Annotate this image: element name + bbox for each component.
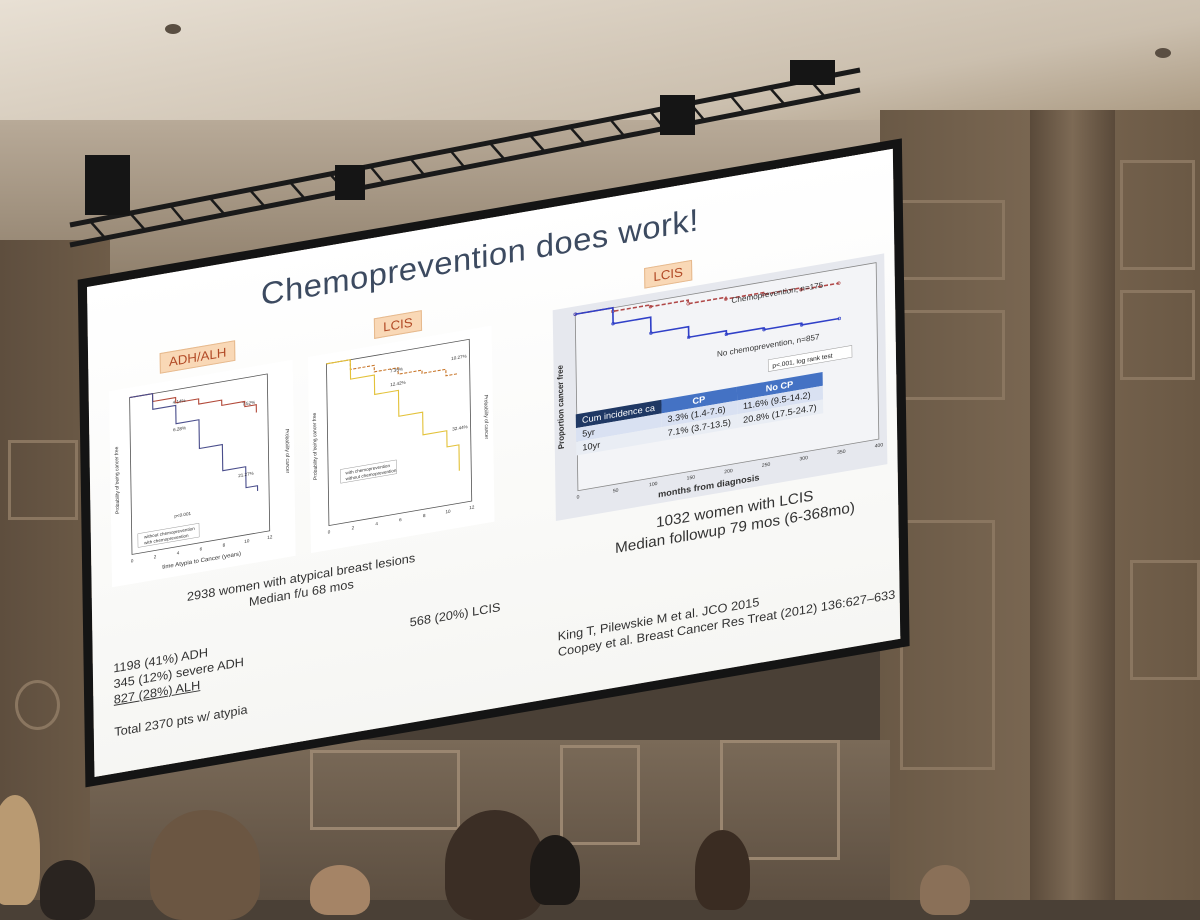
chart0-ylabel: Probability of being cancer free bbox=[114, 446, 121, 514]
ceiling-light bbox=[1155, 48, 1171, 58]
wall-panel bbox=[1120, 160, 1195, 270]
wall-panel bbox=[1120, 290, 1195, 380]
chart1-legend-box bbox=[340, 459, 397, 484]
wall-panel bbox=[900, 520, 995, 770]
wall-medallion bbox=[15, 680, 60, 730]
lighting-truss bbox=[69, 60, 861, 248]
audience-head bbox=[310, 865, 370, 915]
chart2-marks: 0 50 100 150 200 250 300 350 400 bbox=[573, 281, 884, 501]
chart0-xlabel: time Atypia to Cancer (years) bbox=[162, 551, 241, 570]
data-point bbox=[573, 312, 577, 316]
data-point bbox=[648, 304, 653, 309]
lcis-km-chart: 0 50 100 150 200 250 300 350 400 Proportion canc… bbox=[552, 253, 888, 521]
chart0-label-4: 21.27% bbox=[238, 471, 254, 479]
chart1-label-2: 12.42% bbox=[390, 380, 406, 388]
x-tick-label: 2 bbox=[352, 525, 355, 530]
data-point bbox=[686, 335, 691, 339]
chart1-marks: 0 2 4 6 8 10 12 bbox=[326, 359, 475, 535]
data-point bbox=[724, 332, 729, 337]
chart0-label-2: 7.52% bbox=[242, 400, 255, 407]
data-point bbox=[649, 331, 653, 335]
x-tick-label: 400 bbox=[875, 442, 884, 449]
x-tick-label: 0 bbox=[131, 558, 134, 563]
x-tick-label: 150 bbox=[687, 474, 696, 481]
chart2-xlabel: months from diagnosis bbox=[658, 472, 760, 499]
x-tick-label: 300 bbox=[799, 455, 808, 462]
audience-head bbox=[40, 860, 95, 920]
adh-alh-survival-chart: 0 2 4 6 8 10 12 Probability of being cancer fr… bbox=[109, 359, 296, 588]
x-tick-label: 12 bbox=[469, 504, 475, 510]
ceiling-recess bbox=[0, 0, 1200, 120]
lcis-count: 568 (20%) LCIS bbox=[409, 600, 501, 630]
x-tick-label: 250 bbox=[762, 462, 771, 469]
series-line bbox=[326, 359, 460, 471]
x-tick-label: 10 bbox=[445, 509, 451, 515]
x-tick-label: 12 bbox=[267, 534, 273, 540]
x-tick-label: 4 bbox=[177, 550, 180, 555]
audience bbox=[0, 790, 1200, 920]
audience-head bbox=[150, 810, 260, 920]
audience-head bbox=[530, 835, 580, 905]
data-point bbox=[799, 323, 804, 327]
lcis-tag-right: LCIS bbox=[644, 259, 693, 289]
audience-head bbox=[695, 830, 750, 910]
chart0-label-3: 6.28% bbox=[173, 425, 186, 432]
x-tick-label: 10 bbox=[244, 538, 250, 544]
door-panel bbox=[560, 745, 640, 845]
wall-column bbox=[1030, 110, 1115, 900]
chart2-ylabel: Proportion cancer free bbox=[556, 364, 566, 450]
x-tick-label: 350 bbox=[837, 449, 846, 456]
x-tick-label: 8 bbox=[423, 513, 426, 518]
wall-panel bbox=[8, 440, 78, 520]
x-tick-label: 4 bbox=[375, 521, 378, 526]
x-tick-label: 0 bbox=[577, 494, 580, 500]
door-panel bbox=[720, 740, 840, 860]
x-tick-label: 8 bbox=[223, 542, 226, 547]
lcis-survival-chart: 0 2 4 6 8 10 12 Probability of being cancer fr… bbox=[307, 325, 495, 554]
chart1-ylabel: Probability of being cancer free bbox=[312, 412, 319, 480]
data-point bbox=[837, 281, 841, 285]
audience-head bbox=[920, 865, 970, 915]
data-point bbox=[799, 287, 803, 292]
x-tick-label: 2 bbox=[154, 554, 157, 559]
chart2-pvalue-box bbox=[767, 345, 853, 372]
series-line bbox=[575, 306, 840, 339]
adh-total: Total 2370 pts w/ atypia bbox=[114, 702, 248, 740]
chart1-label-3: 10.27% bbox=[451, 354, 467, 362]
chart0-marks: 0 2 4 6 8 10 12 bbox=[129, 393, 273, 563]
chart0-label-1: 4.14% bbox=[173, 398, 186, 405]
plot-frame bbox=[574, 262, 880, 492]
audience-head bbox=[0, 795, 40, 905]
x-tick-label: 0 bbox=[328, 529, 331, 534]
data-point bbox=[762, 327, 766, 332]
x-tick-label: 50 bbox=[613, 488, 619, 495]
plot-frame bbox=[129, 373, 271, 555]
lcis-tag-middle: LCIS bbox=[373, 310, 422, 339]
wall-panel bbox=[895, 310, 1005, 400]
chart1-ylabel2: Probability of cancer bbox=[482, 394, 489, 440]
data-point bbox=[686, 302, 690, 306]
ceiling-light bbox=[165, 24, 181, 34]
data-point bbox=[761, 292, 766, 297]
wall-panel bbox=[1130, 560, 1200, 680]
data-point bbox=[724, 297, 728, 301]
series-line bbox=[129, 393, 259, 492]
x-tick-label: 100 bbox=[649, 481, 658, 488]
x-tick-label: 200 bbox=[724, 468, 733, 475]
chart0-ylabel2: Probability of cancer bbox=[284, 429, 291, 475]
chart1-label-4: 32.44% bbox=[452, 424, 468, 432]
chart0-legend-box bbox=[137, 523, 200, 548]
door-panel bbox=[310, 750, 460, 830]
adh-alh-tag: ADH/ALH bbox=[159, 340, 236, 374]
x-tick-label: 6 bbox=[200, 546, 203, 551]
data-point bbox=[611, 321, 615, 326]
wall-panel bbox=[895, 200, 1005, 280]
chart0-pvalue: p<0.001 bbox=[174, 511, 191, 519]
series-line bbox=[575, 282, 839, 316]
data-point bbox=[837, 316, 842, 321]
x-tick-label: 6 bbox=[399, 517, 402, 522]
chart1-label-1: 7.35% bbox=[390, 366, 403, 373]
